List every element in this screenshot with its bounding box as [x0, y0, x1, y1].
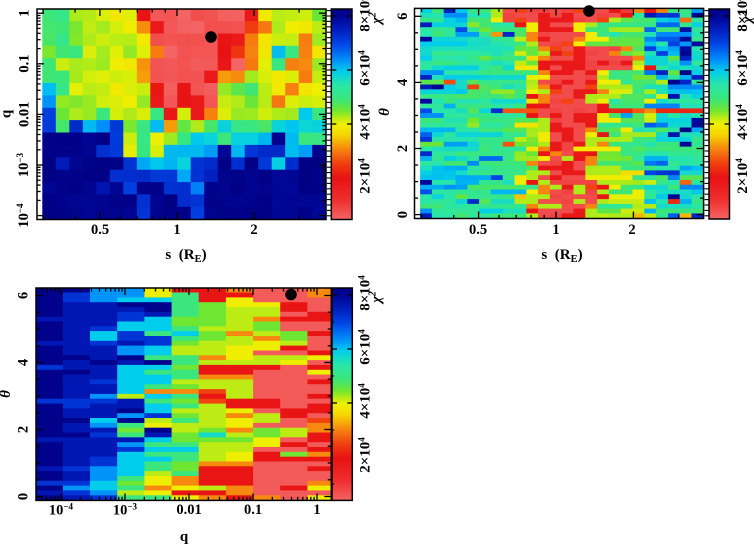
svg-text:6×104: 6×104: [357, 329, 374, 365]
svg-text:4: 4: [395, 79, 411, 86]
svg-text:2: 2: [250, 222, 257, 238]
svg-text:8×104: 8×104: [357, 275, 374, 311]
svg-text:0.1: 0.1: [244, 502, 262, 518]
svg-text:1: 1: [173, 222, 180, 238]
svg-text:θ: θ: [0, 390, 14, 398]
svg-text:6: 6: [16, 292, 32, 299]
svg-text:1: 1: [313, 502, 320, 518]
svg-text:4×104: 4×104: [734, 104, 751, 140]
svg-text:q: q: [0, 109, 15, 118]
svg-text:6×104: 6×104: [734, 50, 751, 86]
svg-text:6: 6: [395, 13, 411, 20]
svg-text:2×104: 2×104: [357, 437, 374, 473]
svg-text:0.5: 0.5: [469, 222, 487, 238]
svg-text:0: 0: [16, 493, 32, 500]
svg-text:4: 4: [16, 359, 32, 366]
svg-text:θ: θ: [377, 108, 393, 116]
svg-text:2: 2: [16, 426, 32, 433]
svg-text:6×104: 6×104: [357, 50, 374, 86]
svg-text:4×104: 4×104: [357, 383, 374, 419]
svg-text:q: q: [180, 529, 189, 545]
svg-text:8×104: 8×104: [357, 0, 374, 32]
svg-text:0: 0: [395, 211, 411, 218]
svg-text:1: 1: [17, 10, 33, 17]
svg-text:0.01: 0.01: [17, 102, 33, 127]
svg-text:2×104: 2×104: [734, 158, 751, 194]
svg-text:1: 1: [552, 222, 559, 238]
svg-text:2×104: 2×104: [357, 158, 374, 194]
svg-text:0.01: 0.01: [176, 502, 201, 518]
svg-text:2: 2: [628, 222, 635, 238]
svg-text:8×104: 8×104: [734, 0, 751, 32]
svg-text:4×104: 4×104: [357, 104, 374, 140]
svg-text:0.1: 0.1: [17, 54, 33, 72]
svg-text:0.5: 0.5: [91, 222, 109, 238]
svg-text:2: 2: [395, 145, 411, 152]
